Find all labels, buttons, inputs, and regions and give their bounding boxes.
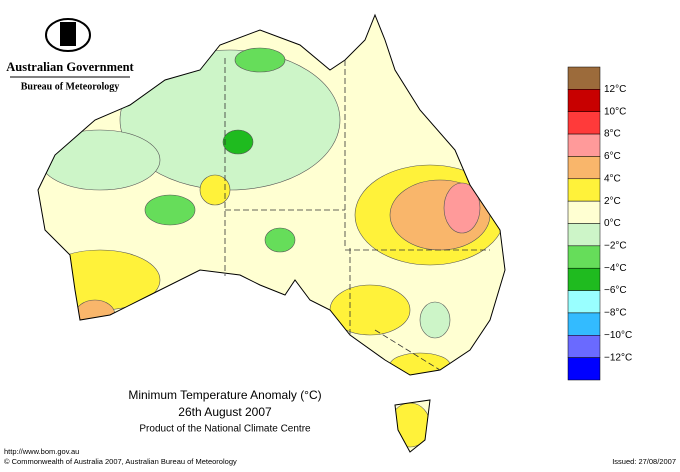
legend-swatch — [567, 133, 601, 157]
legend-swatch — [567, 200, 601, 224]
legend-label: −6°C — [604, 285, 627, 296]
map-date: 26th August 2007 — [178, 405, 272, 419]
dept-name: Bureau of Meteorology — [21, 81, 120, 92]
legend-swatch — [567, 312, 601, 336]
legend-swatch — [567, 245, 601, 269]
legend-label: 8°C — [604, 129, 621, 140]
legend-label: −10°C — [604, 330, 632, 341]
product-note: Product of the National Climate Centre — [139, 424, 311, 435]
legend-swatch — [567, 223, 601, 247]
footer-issued: Issued: 27/08/2007 — [612, 457, 676, 466]
map-title: Minimum Temperature Anomaly (°C) — [128, 388, 321, 402]
legend-label: 12°C — [604, 84, 626, 95]
legend-label: −4°C — [604, 263, 627, 274]
legend-label: −8°C — [604, 308, 627, 319]
legend-label: 4°C — [604, 173, 621, 184]
legend-label: 2°C — [604, 196, 621, 207]
legend-swatch — [567, 290, 601, 314]
legend-label: 10°C — [604, 106, 626, 117]
legend-swatch — [567, 89, 601, 112]
legend-swatch — [567, 178, 601, 202]
logo — [45, 18, 91, 52]
org-name: Australian Government — [6, 60, 134, 74]
footer-url: http://www.bom.gov.au — [4, 447, 79, 456]
footer-copyright: © Commonwealth of Australia 2007, Austra… — [4, 457, 237, 466]
legend-label: 6°C — [604, 151, 621, 162]
legend-swatch — [567, 156, 601, 180]
legend: 12°C 10°C 8°C 6°C 4°C 2°C 0°C −2°C −4°C −6°C −8°C −… — [567, 66, 632, 381]
legend-label: 0°C — [604, 218, 621, 229]
legend-swatch — [567, 335, 601, 358]
legend-label: −2°C — [604, 240, 627, 251]
legend-swatch — [567, 111, 601, 135]
legend-label: −12°C — [604, 352, 632, 363]
legend-swatch — [567, 357, 601, 381]
legend-swatch — [567, 66, 601, 90]
legend-swatch — [567, 267, 601, 291]
